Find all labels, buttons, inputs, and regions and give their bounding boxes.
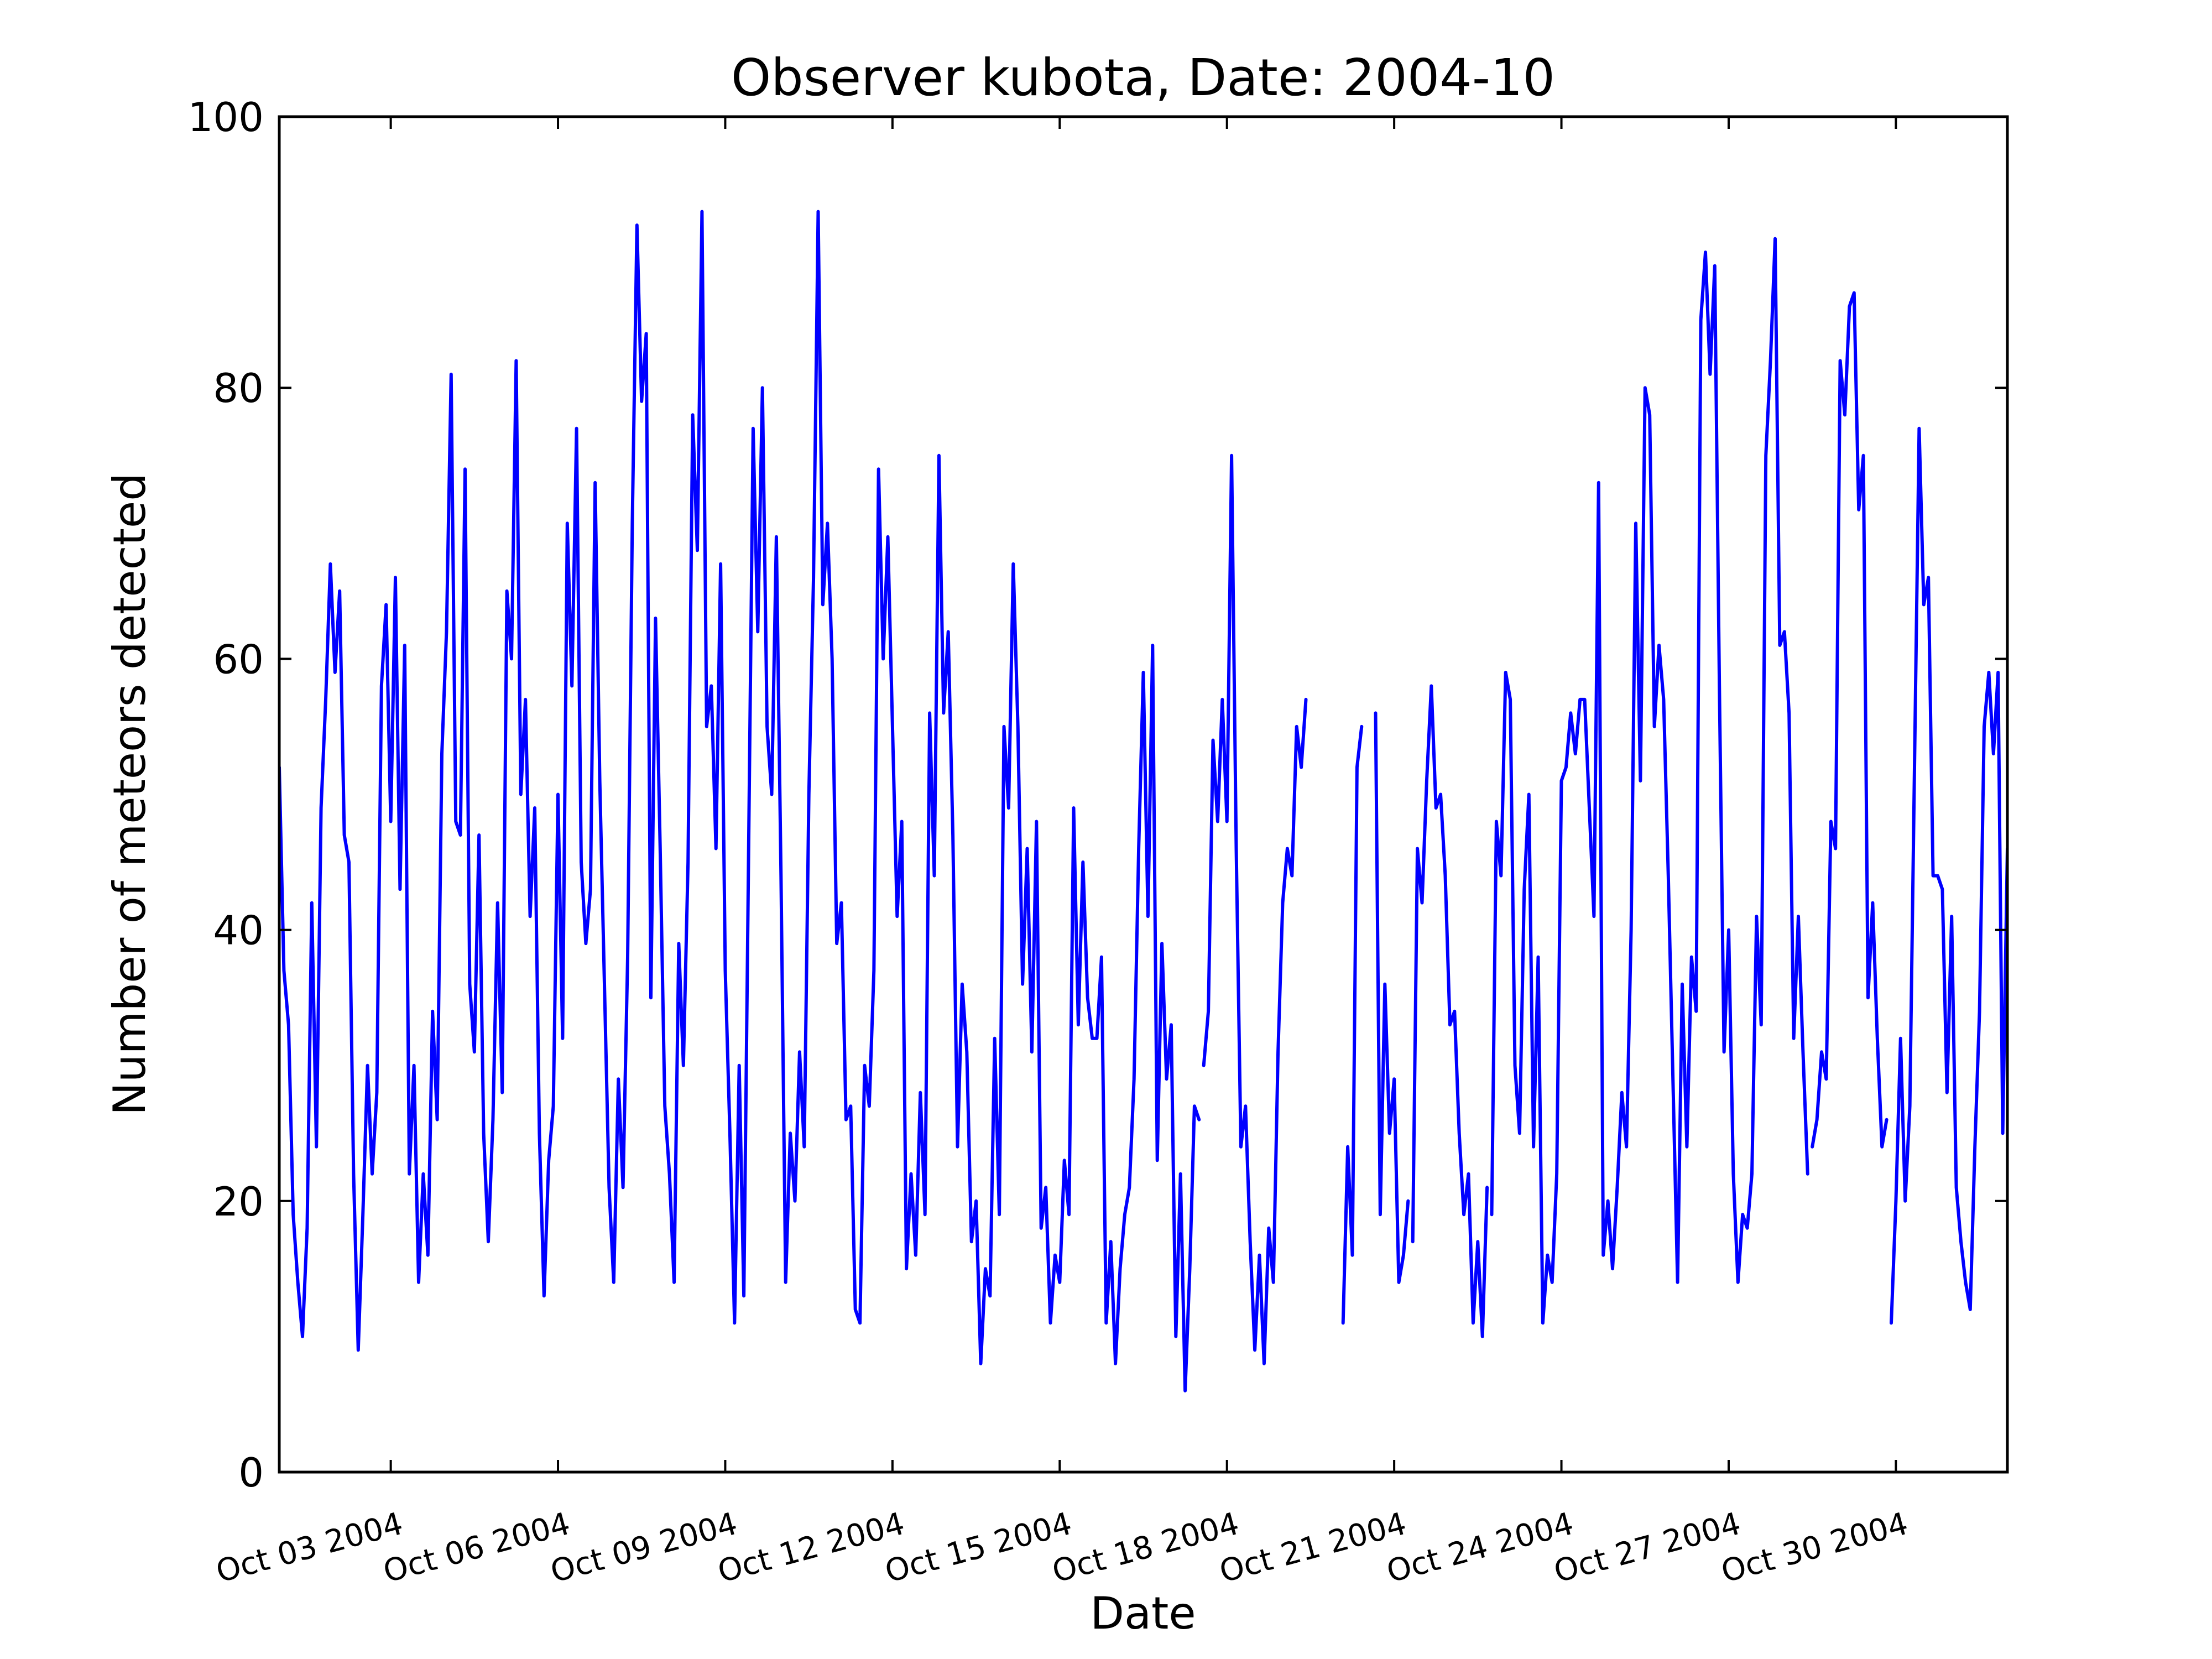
y-tick-label: 80 xyxy=(213,365,264,411)
plot-frame xyxy=(278,115,2009,1474)
series-line-segment xyxy=(1202,453,1308,1365)
series-line-segment xyxy=(1811,291,1888,1149)
y-axis-label: Number of meteors detected xyxy=(104,473,155,1115)
series-line-segment xyxy=(1341,724,1364,1325)
y-tick-label: 100 xyxy=(188,94,264,140)
chart-title: Observer kubota, Date: 2004-10 xyxy=(731,48,1555,107)
series-line-segment xyxy=(279,210,1201,1392)
x-axis-label: Date xyxy=(1090,1588,1196,1639)
series-line-segment xyxy=(1411,684,1489,1338)
y-tick-label: 60 xyxy=(213,636,264,682)
y-axis-ticks: 0 20 40 60 80 100 xyxy=(188,94,2007,1496)
y-tick-label: 40 xyxy=(213,907,264,954)
series-line-segment xyxy=(1890,426,2007,1325)
y-tick-label: 0 xyxy=(238,1449,264,1496)
y-tick-label: 20 xyxy=(213,1178,264,1225)
series-layer xyxy=(279,210,2007,1392)
series-line-segment xyxy=(1490,237,1809,1325)
series-line-segment xyxy=(1374,711,1410,1284)
